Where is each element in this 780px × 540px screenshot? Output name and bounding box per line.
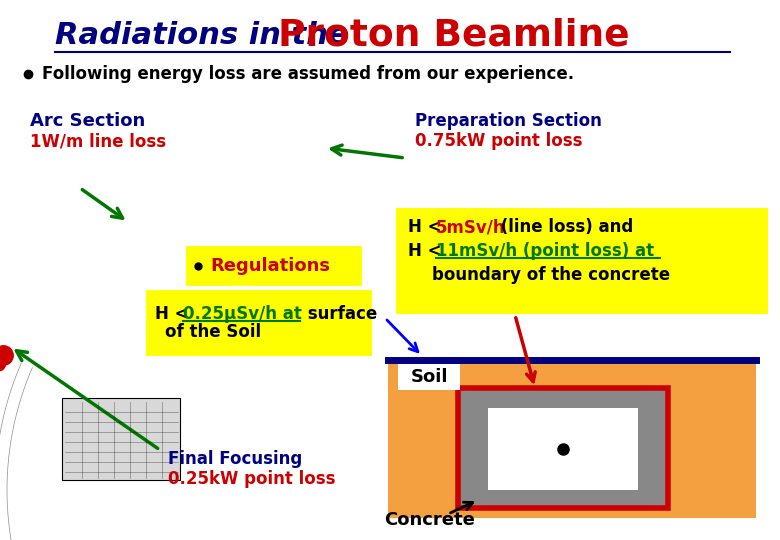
- Bar: [62, 398, 180, 480]
- Text: surface: surface: [302, 305, 378, 323]
- Text: H <: H <: [408, 218, 448, 236]
- Text: 0.75kW point loss: 0.75kW point loss: [415, 132, 583, 150]
- FancyBboxPatch shape: [396, 208, 768, 314]
- Text: (line loss) and: (line loss) and: [495, 218, 633, 236]
- Text: H <: H <: [155, 305, 194, 323]
- Text: Final Focusing: Final Focusing: [168, 450, 303, 468]
- Bar: [398, 364, 460, 390]
- Text: boundary of the concrete: boundary of the concrete: [432, 266, 670, 284]
- FancyBboxPatch shape: [186, 246, 362, 286]
- FancyBboxPatch shape: [146, 290, 372, 356]
- Text: of the Soil: of the Soil: [165, 323, 261, 341]
- Text: Regulations: Regulations: [210, 257, 330, 275]
- Text: 0.25kW point loss: 0.25kW point loss: [168, 470, 335, 488]
- Text: Proton Beamline: Proton Beamline: [278, 18, 629, 54]
- Text: Soil: Soil: [410, 368, 448, 386]
- Text: Following energy loss are assumed from our experience.: Following energy loss are assumed from o…: [42, 65, 574, 83]
- Bar: [488, 408, 638, 490]
- Text: Radiations in the: Radiations in the: [55, 22, 360, 51]
- Text: 5mSv/h: 5mSv/h: [436, 218, 505, 236]
- Text: 11mSv/h (point loss) at: 11mSv/h (point loss) at: [436, 242, 654, 260]
- Text: 1W/m line loss: 1W/m line loss: [30, 132, 166, 150]
- Text: Concrete: Concrete: [385, 511, 476, 529]
- Bar: [388, 358, 756, 518]
- Text: Arc Section: Arc Section: [30, 112, 145, 130]
- Bar: [458, 388, 668, 508]
- Text: H <: H <: [408, 242, 448, 260]
- Text: Preparation Section: Preparation Section: [415, 112, 602, 130]
- Text: 0.25μSv/h at: 0.25μSv/h at: [183, 305, 302, 323]
